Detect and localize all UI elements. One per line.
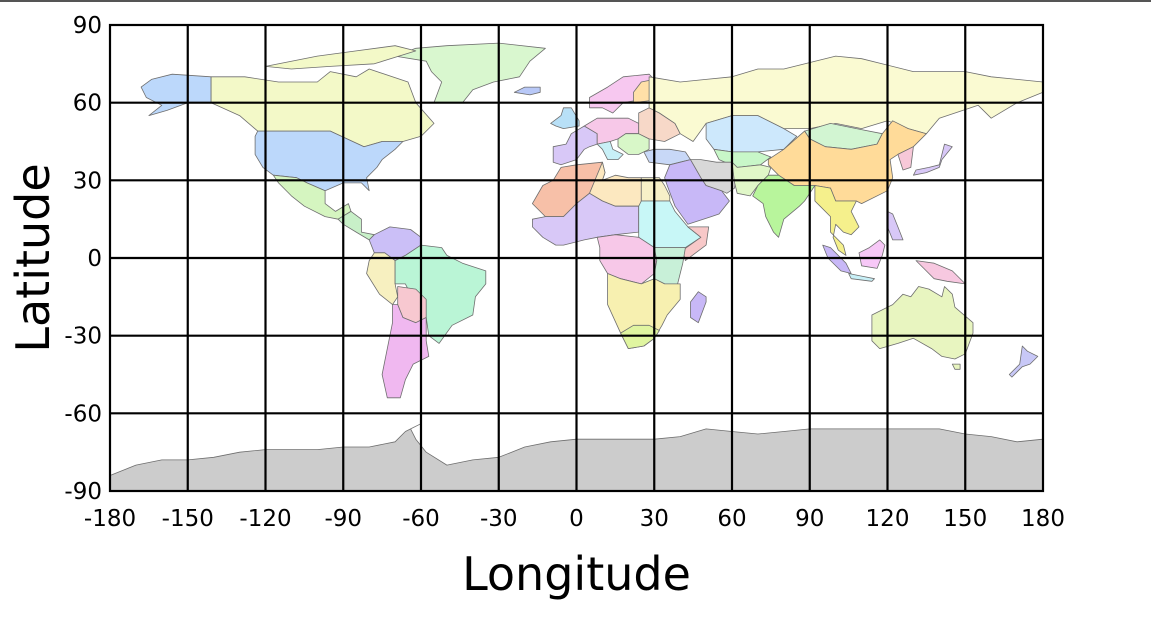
window-top-border xyxy=(0,0,1151,2)
y-tick-label: 60 xyxy=(73,91,102,117)
region-borneo xyxy=(858,239,886,269)
region-korea xyxy=(897,146,914,171)
region-tasmania xyxy=(951,363,961,370)
region-south-africa xyxy=(620,324,660,350)
x-tick-label: 30 xyxy=(640,506,669,532)
region-arctic-islands xyxy=(265,45,417,70)
region-italy xyxy=(596,141,624,161)
x-tick-label: 0 xyxy=(569,506,584,532)
region-uk-ireland xyxy=(550,107,580,130)
y-tick-label: -60 xyxy=(64,401,102,427)
x-tick-label: -120 xyxy=(239,506,291,532)
y-axis-title: Latitude xyxy=(6,163,60,352)
x-tick-label: 60 xyxy=(717,506,746,532)
y-tick-label: 90 xyxy=(73,13,102,39)
x-tick-label: 150 xyxy=(943,506,987,532)
y-tick-labels: 90 60 30 0 -30 -60 -90 xyxy=(64,13,102,505)
x-tick-label: -180 xyxy=(84,506,136,532)
x-tick-label: -90 xyxy=(324,506,362,532)
region-madagascar xyxy=(690,291,707,324)
region-iran xyxy=(690,159,738,194)
region-philippines xyxy=(887,210,904,241)
x-tick-label: 90 xyxy=(795,506,824,532)
y-tick-label: 30 xyxy=(73,168,102,194)
region-japan xyxy=(913,143,953,176)
region-southeast-asia xyxy=(814,185,860,256)
region-balkans xyxy=(617,133,650,155)
region-new-guinea xyxy=(915,260,966,285)
x-tick-label: -60 xyxy=(402,506,440,532)
graticule-grid xyxy=(110,25,1043,491)
x-tick-label: 120 xyxy=(866,506,910,532)
region-argentina-chile xyxy=(381,304,430,399)
region-mexico xyxy=(272,174,352,220)
region-india xyxy=(752,174,816,238)
region-new-zealand xyxy=(1008,345,1039,378)
region-alaska xyxy=(140,73,212,116)
x-axis-title: Longitude xyxy=(462,547,691,601)
x-tick-label: 180 xyxy=(1021,506,1065,532)
region-western-europe xyxy=(552,125,598,166)
x-tick-label: -30 xyxy=(480,506,518,532)
x-tick-labels: -180 -150 -120 -90 -60 -30 0 30 60 90 120 150 180 xyxy=(84,506,1065,532)
y-tick-label: -90 xyxy=(64,479,102,505)
region-java xyxy=(848,273,875,282)
region-sumatra-borneo xyxy=(822,244,852,274)
region-somalia xyxy=(682,226,710,262)
y-tick-label: 0 xyxy=(87,246,102,272)
x-tick-label: -150 xyxy=(162,506,214,532)
region-brazil xyxy=(394,244,487,344)
region-east-africa xyxy=(653,247,686,285)
map-frame xyxy=(108,23,1045,493)
region-australia xyxy=(871,286,974,360)
region-peru-ecuador xyxy=(366,252,399,306)
y-tick-label: -30 xyxy=(64,324,102,350)
region-iceland xyxy=(513,86,541,96)
